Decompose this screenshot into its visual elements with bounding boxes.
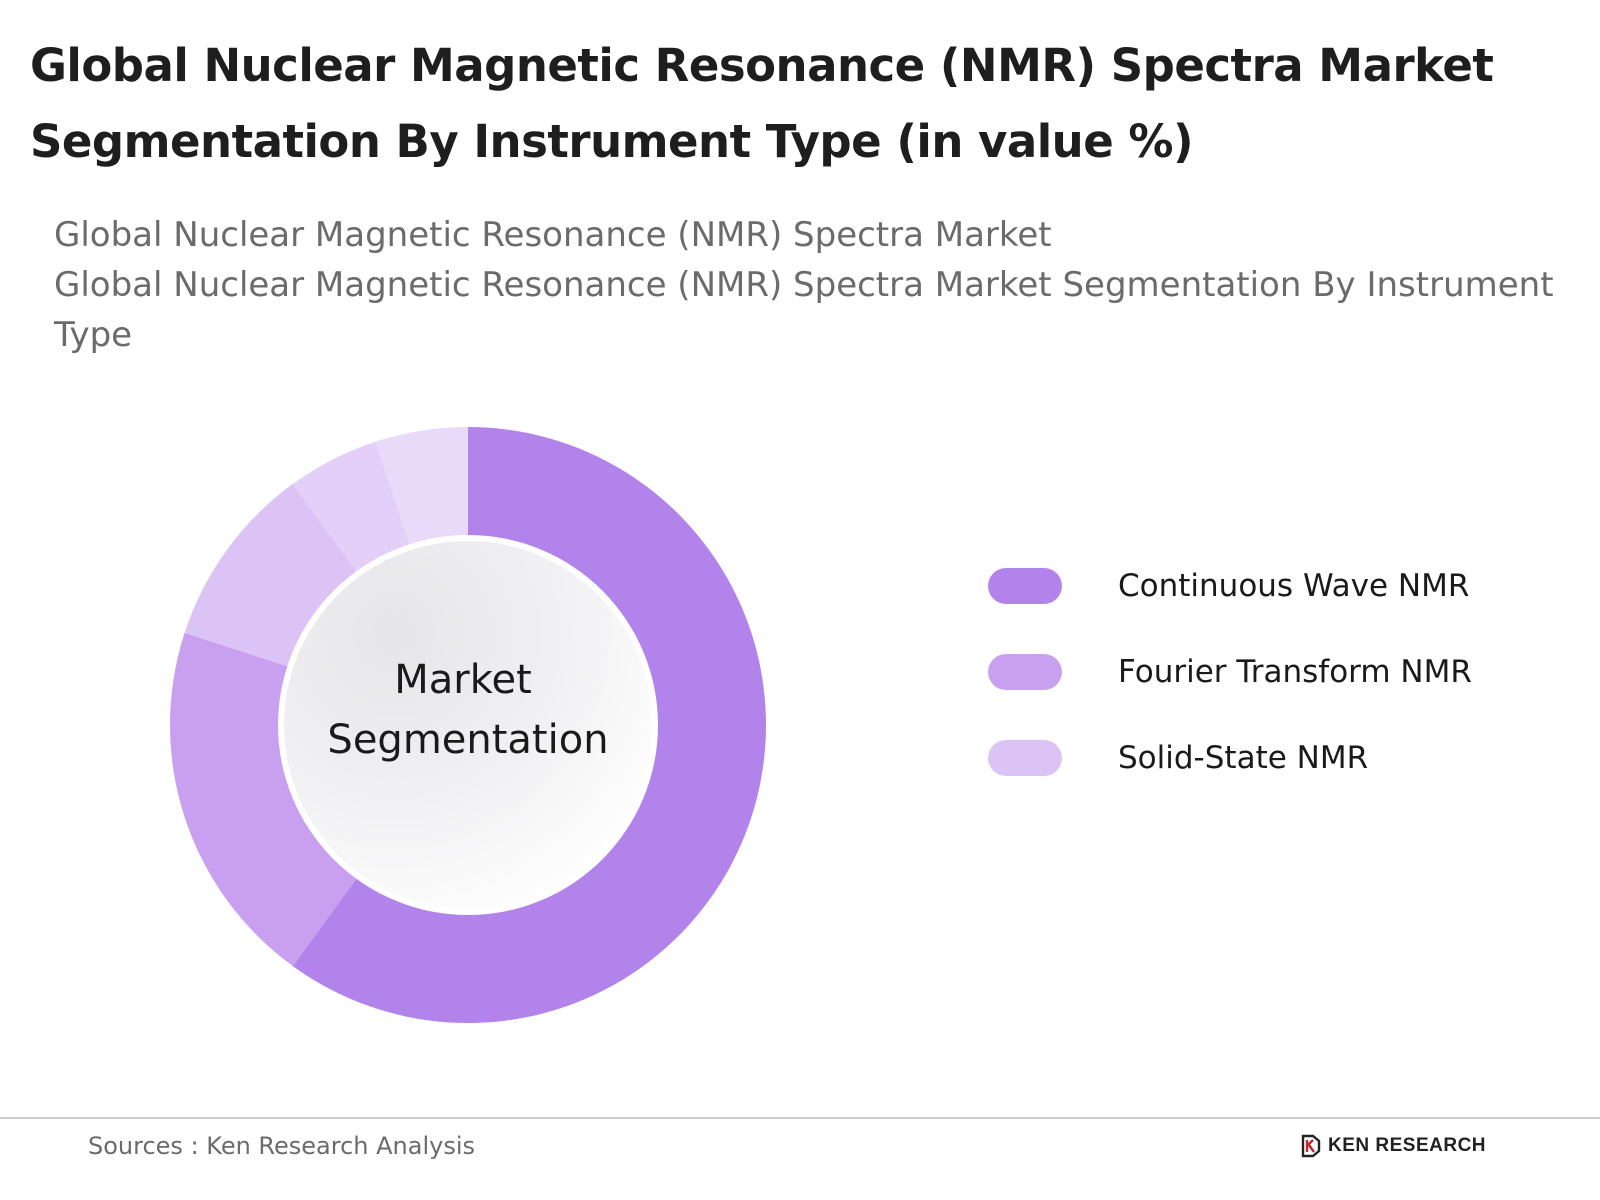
legend-item-continuous-wave: Continuous Wave NMR [988, 568, 1548, 604]
ken-research-logo-icon [1301, 1134, 1321, 1158]
donut-slice-segment-4 [375, 427, 468, 549]
donut-slice-solid-state-nmr [184, 483, 359, 668]
donut-slice-fourier-transform-nmr [170, 632, 359, 967]
donut-slices [170, 427, 766, 1023]
donut-slice-segment-3 [292, 441, 411, 575]
legend-label: Fourier Transform NMR [1118, 654, 1472, 690]
brand-name: KEN RESEARCH [1328, 1135, 1487, 1156]
donut-slice-continuous-wave-nmr [292, 427, 766, 1023]
footer-divider [0, 1117, 1600, 1119]
center-label-line-1: Market [394, 657, 532, 703]
legend-item-fourier-transform: Fourier Transform NMR [988, 654, 1548, 690]
chart-legend: Continuous Wave NMR Fourier Transform NM… [988, 568, 1548, 826]
chart-title: Global Nuclear Magnetic Resonance (NMR) … [30, 39, 1494, 168]
legend-swatch [988, 654, 1062, 690]
legend-item-solid-state: Solid-State NMR [988, 740, 1548, 776]
brand-logo: KEN RESEARCH [1300, 1134, 1486, 1158]
legend-label: Continuous Wave NMR [1118, 568, 1470, 604]
source-note: Sources : Ken Research Analysis [88, 1132, 476, 1160]
subtitle-line-2: Global Nuclear Magnetic Resonance (NMR) … [54, 265, 1554, 355]
legend-swatch [988, 568, 1062, 604]
subtitle-line-1: Global Nuclear Magnetic Resonance (NMR) … [54, 215, 1052, 255]
center-label-line-2: Segmentation [327, 717, 608, 763]
legend-label: Solid-State NMR [1118, 740, 1369, 776]
legend-swatch [988, 740, 1062, 776]
donut-center-disc [284, 541, 652, 909]
chart-subtitle: Global Nuclear Magnetic Resonance (NMR) … [54, 210, 1554, 360]
